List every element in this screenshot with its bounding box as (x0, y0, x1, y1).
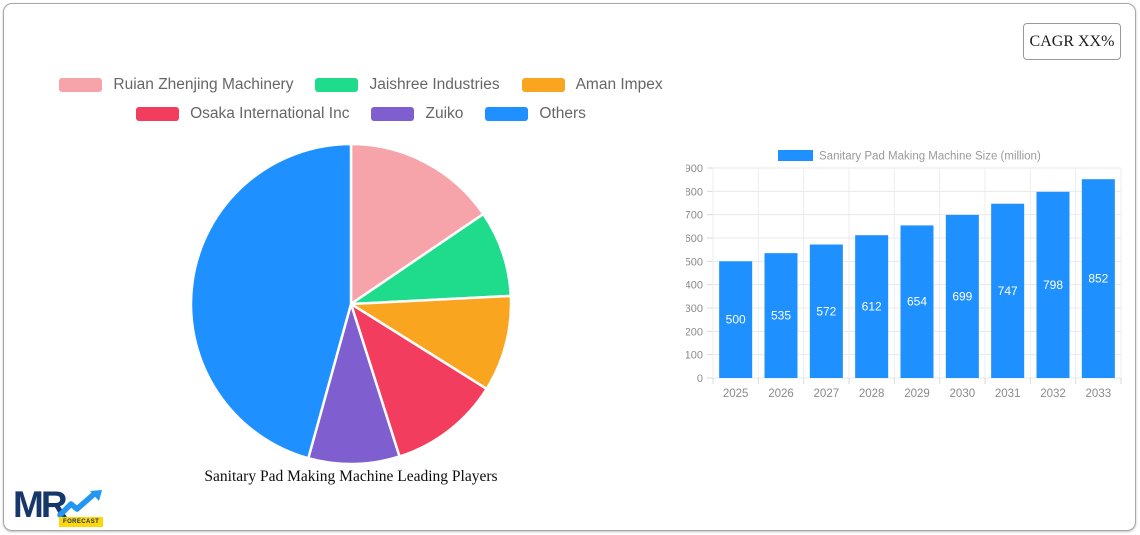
y-tick-label: 600 (686, 233, 703, 245)
bar-value-label: 798 (1043, 278, 1063, 292)
pie-legend-item[interactable]: Osaka International Inc (136, 105, 349, 122)
legend-label: Jaishree Industries (369, 76, 500, 93)
bar-value-label: 535 (771, 309, 791, 323)
legend-label: Osaka International Inc (190, 105, 350, 122)
y-tick-label: 900 (686, 163, 703, 175)
x-tick-label: 2031 (995, 388, 1021, 400)
bar-value-label: 852 (1088, 272, 1108, 286)
y-tick-label: 400 (686, 280, 703, 292)
legend-label: Ruian Zhenjing Machinery (113, 76, 294, 93)
y-tick-label: 100 (686, 350, 703, 362)
bar-2030[interactable] (945, 214, 979, 378)
bar-value-label: 500 (726, 313, 746, 327)
bar-2026[interactable] (764, 253, 798, 378)
bar-2027[interactable] (809, 244, 843, 378)
y-tick-label: 300 (686, 303, 703, 315)
cagr-badge: CAGR XX% (1023, 23, 1121, 60)
pie-legend-item[interactable]: Aman Impex (521, 76, 663, 93)
pie-slice-4[interactable] (349, 302, 488, 458)
bar-value-label: 572 (816, 304, 836, 318)
legend-label: Others (539, 105, 586, 122)
bar-2031[interactable] (991, 203, 1025, 378)
pie-chart-title: Sanitary Pad Making Machine Leading Play… (204, 468, 498, 485)
bar-2028[interactable] (855, 235, 889, 378)
logo-trend-arrow-icon (57, 490, 102, 518)
pie-legend-item[interactable]: Jaishree Industries (315, 76, 500, 93)
legend-label: Zuiko (425, 105, 464, 122)
bar-2033[interactable] (1081, 179, 1115, 378)
legend-swatch-icon (521, 77, 565, 92)
x-tick-label: 2030 (950, 388, 976, 400)
pie-legend-item[interactable]: Others (485, 105, 586, 122)
bar-legend[interactable]: Sanitary Pad Making Machine Size (millio… (778, 150, 1041, 163)
y-tick-label: 200 (686, 326, 703, 338)
x-tick-label: 2032 (1040, 388, 1066, 400)
pie-slice-3[interactable] (349, 294, 513, 391)
x-tick-label: 2028 (859, 388, 885, 400)
y-tick-label: 700 (686, 210, 703, 222)
pie-chart (189, 142, 513, 466)
legend-swatch-icon (59, 77, 103, 92)
bar-2032[interactable] (1036, 191, 1070, 378)
pie-legend-item[interactable]: Ruian Zhenjing Machinery (59, 76, 293, 93)
bar-value-label: 699 (952, 289, 972, 303)
x-tick-label: 2033 (1086, 388, 1112, 400)
pie-legend: Ruian Zhenjing Machinery Jaishree Industr… (31, 76, 691, 122)
bar-value-label: 654 (907, 295, 927, 309)
bar-2029[interactable] (900, 225, 934, 378)
legend-swatch-icon (315, 77, 359, 92)
x-tick-label: 2029 (904, 388, 930, 400)
y-tick-label: 500 (686, 256, 703, 268)
bar-chart: 0 100 200 300 400 500 600 700 800 900 500 2025 535 20… (686, 150, 1122, 400)
mrforecast-logo: MR FORECAST (13, 486, 105, 531)
x-tick-label: 2025 (723, 388, 749, 400)
legend-swatch-icon (136, 106, 180, 121)
legend-swatch-icon (485, 106, 529, 121)
bar-value-label: 612 (862, 300, 882, 314)
x-tick-label: 2026 (768, 388, 794, 400)
legend-label: Aman Impex (575, 76, 663, 93)
chart-card: CAGR XX% Ruian Zhenjing Machinery Jaishre… (3, 3, 1136, 531)
bar-legend-label: Sanitary Pad Making Machine Size (millio… (819, 151, 1041, 163)
pie-slice-1[interactable] (349, 142, 485, 306)
bar-legend-swatch-icon (778, 150, 813, 161)
x-tick-label: 2027 (814, 388, 840, 400)
pie-slice-5[interactable] (307, 302, 401, 466)
y-tick-label: 0 (697, 373, 703, 385)
legend-swatch-icon (371, 106, 415, 121)
y-tick-label: 800 (686, 186, 703, 198)
bar-value-label: 747 (998, 284, 1018, 298)
pie-legend-item[interactable]: Zuiko (371, 105, 463, 122)
logo-forecast-badge: FORECAST (59, 517, 104, 527)
pie-slice-6[interactable] (189, 142, 353, 460)
pie-slice-2[interactable] (349, 212, 513, 306)
bar-2025[interactable] (719, 261, 753, 378)
